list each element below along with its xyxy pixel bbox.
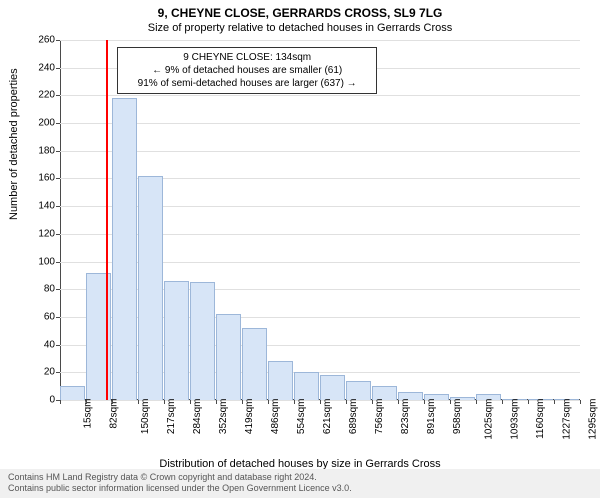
y-tick bbox=[56, 95, 60, 96]
x-tick-label: 1093sqm bbox=[510, 399, 521, 440]
y-tick bbox=[56, 40, 60, 41]
y-tick bbox=[56, 234, 60, 235]
histogram-bar bbox=[242, 328, 267, 400]
x-tick bbox=[450, 400, 451, 404]
x-tick-label: 1295sqm bbox=[588, 399, 599, 440]
annotation-box: 9 CHEYNE CLOSE: 134sqm← 9% of detached h… bbox=[117, 47, 377, 94]
x-tick-label: 1227sqm bbox=[562, 399, 573, 440]
annotation-line: ← 9% of detached houses are smaller (61) bbox=[124, 64, 370, 77]
chart-container: 9, CHEYNE CLOSE, GERRARDS CROSS, SL9 7LG… bbox=[0, 0, 600, 500]
x-tick-label: 689sqm bbox=[348, 399, 359, 435]
y-tick-label: 100 bbox=[15, 256, 55, 267]
x-tick bbox=[138, 400, 139, 404]
x-tick bbox=[424, 400, 425, 404]
annotation-line: 91% of semi-detached houses are larger (… bbox=[124, 77, 370, 90]
x-tick-label: 352sqm bbox=[218, 399, 229, 435]
histogram-bar bbox=[320, 375, 345, 400]
histogram-bar bbox=[216, 314, 241, 400]
histogram-bar bbox=[164, 281, 189, 400]
y-tick-label: 160 bbox=[15, 173, 55, 184]
histogram-bar bbox=[112, 98, 137, 400]
histogram-bar bbox=[268, 361, 293, 400]
y-tick-label: 80 bbox=[15, 284, 55, 295]
property-marker-line bbox=[106, 40, 108, 400]
y-tick-label: 40 bbox=[15, 339, 55, 350]
x-tick-label: 486sqm bbox=[270, 399, 281, 435]
x-tick-label: 1160sqm bbox=[535, 399, 546, 439]
y-tick-label: 220 bbox=[15, 90, 55, 101]
grid-line bbox=[60, 151, 580, 152]
x-tick bbox=[242, 400, 243, 404]
x-tick-label: 15sqm bbox=[83, 399, 94, 429]
y-tick bbox=[56, 151, 60, 152]
y-tick bbox=[56, 372, 60, 373]
y-axis bbox=[60, 40, 61, 400]
x-tick bbox=[294, 400, 295, 404]
x-tick bbox=[86, 400, 87, 404]
x-tick-label: 284sqm bbox=[192, 399, 203, 435]
y-tick-label: 180 bbox=[15, 145, 55, 156]
histogram-bar bbox=[60, 386, 85, 400]
x-tick bbox=[320, 400, 321, 404]
x-tick-label: 756sqm bbox=[374, 399, 385, 435]
x-tick bbox=[268, 400, 269, 404]
x-tick bbox=[372, 400, 373, 404]
x-tick bbox=[502, 400, 503, 404]
y-tick bbox=[56, 68, 60, 69]
chart-title: 9, CHEYNE CLOSE, GERRARDS CROSS, SL9 7LG bbox=[0, 6, 600, 20]
y-tick bbox=[56, 317, 60, 318]
grid-line bbox=[60, 123, 580, 124]
y-tick bbox=[56, 206, 60, 207]
y-tick-label: 140 bbox=[15, 201, 55, 212]
y-tick-label: 0 bbox=[15, 395, 55, 406]
x-tick bbox=[554, 400, 555, 404]
histogram-bar bbox=[190, 282, 215, 400]
grid-line bbox=[60, 40, 580, 41]
y-tick-label: 20 bbox=[15, 367, 55, 378]
x-tick bbox=[216, 400, 217, 404]
x-tick-label: 419sqm bbox=[244, 399, 255, 435]
x-tick-label: 554sqm bbox=[296, 399, 307, 435]
y-tick bbox=[56, 289, 60, 290]
histogram-bar bbox=[294, 372, 319, 400]
histogram-bar bbox=[138, 176, 163, 400]
x-tick bbox=[60, 400, 61, 404]
annotation-line: 9 CHEYNE CLOSE: 134sqm bbox=[124, 51, 370, 64]
y-tick bbox=[56, 345, 60, 346]
y-tick bbox=[56, 123, 60, 124]
histogram-bar bbox=[346, 381, 371, 400]
x-tick bbox=[190, 400, 191, 404]
y-tick-label: 240 bbox=[15, 62, 55, 73]
footer: Contains HM Land Registry data © Crown c… bbox=[0, 469, 600, 498]
x-tick-label: 1025sqm bbox=[484, 399, 495, 440]
y-tick bbox=[56, 262, 60, 263]
x-tick bbox=[580, 400, 581, 404]
x-tick-label: 621sqm bbox=[322, 399, 333, 435]
footer-line-1: Contains HM Land Registry data © Crown c… bbox=[8, 472, 592, 484]
x-tick-label: 82sqm bbox=[109, 399, 120, 429]
footer-line-2: Contains public sector information licen… bbox=[8, 483, 592, 495]
y-tick bbox=[56, 178, 60, 179]
y-tick-label: 120 bbox=[15, 228, 55, 239]
x-tick bbox=[112, 400, 113, 404]
x-tick-label: 823sqm bbox=[400, 399, 411, 435]
x-tick bbox=[346, 400, 347, 404]
grid-line bbox=[60, 95, 580, 96]
x-tick-label: 150sqm bbox=[140, 399, 151, 435]
x-tick bbox=[398, 400, 399, 404]
plot-area: 02040608010012014016018020022024026015sq… bbox=[60, 40, 580, 400]
x-tick bbox=[476, 400, 477, 404]
x-tick bbox=[164, 400, 165, 404]
chart-subtitle: Size of property relative to detached ho… bbox=[0, 22, 600, 34]
y-tick-label: 260 bbox=[15, 35, 55, 46]
y-tick-label: 200 bbox=[15, 118, 55, 129]
x-tick-label: 217sqm bbox=[166, 399, 177, 435]
x-tick bbox=[528, 400, 529, 404]
y-tick-label: 60 bbox=[15, 311, 55, 322]
x-tick-label: 958sqm bbox=[452, 399, 463, 435]
x-tick-label: 891sqm bbox=[426, 399, 437, 435]
